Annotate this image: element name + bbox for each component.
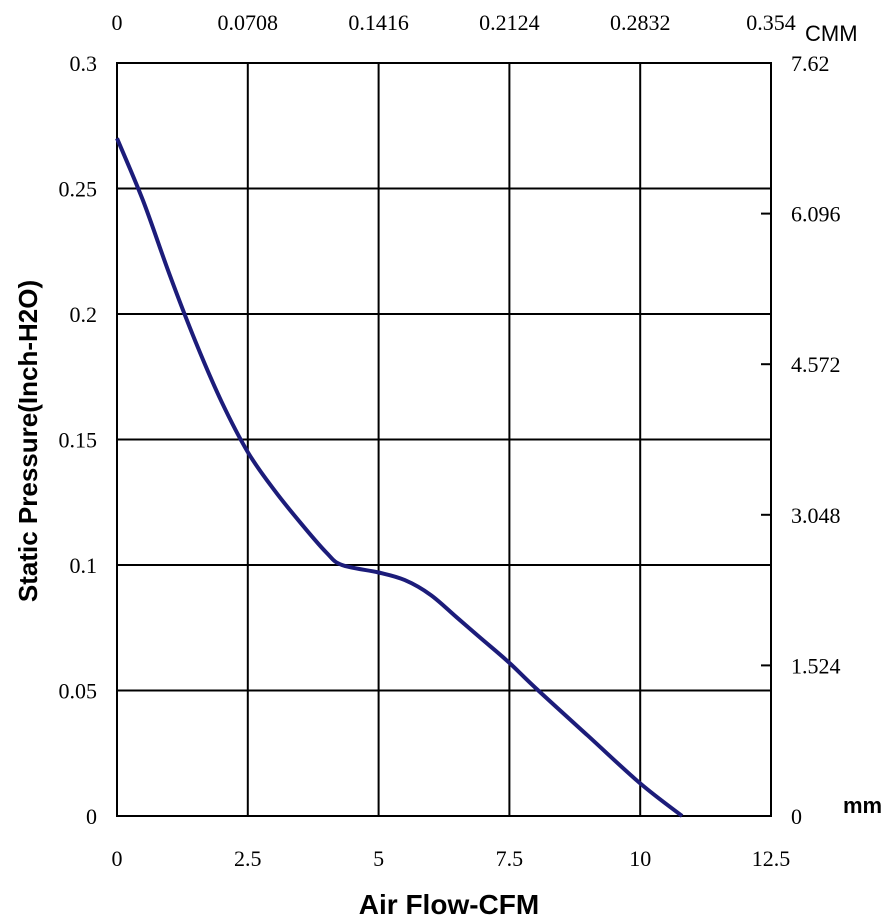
grid-lines bbox=[116, 62, 772, 817]
y-tick-label: 0 bbox=[86, 804, 97, 829]
y-tick-label: 0.05 bbox=[59, 679, 98, 704]
y-axis-title: Static Pressure(Inch-H2O) bbox=[13, 280, 43, 602]
y-tick-label: 0.1 bbox=[70, 553, 98, 578]
x2-tick-label: 0.2124 bbox=[479, 10, 540, 35]
x2-tick-label: 0.354 bbox=[746, 10, 796, 35]
y2-axis-title: mm bbox=[843, 793, 882, 818]
x2-axis-title: CMM bbox=[805, 21, 858, 46]
series-layer bbox=[115, 137, 684, 818]
x-tick-label: 5 bbox=[373, 846, 384, 871]
y2-tick-label: 4.572 bbox=[791, 352, 841, 377]
x2-tick-label: 0.1416 bbox=[348, 10, 409, 35]
x-tick-label: 2.5 bbox=[234, 846, 262, 871]
x-tick-label: 0 bbox=[112, 846, 123, 871]
y2-tick-label: 0 bbox=[791, 804, 802, 829]
y2-tick-label: 6.096 bbox=[791, 202, 841, 227]
x-axis-title: Air Flow-CFM bbox=[359, 889, 539, 920]
y-tick-label: 0.15 bbox=[59, 428, 98, 453]
x-tick-label: 10 bbox=[629, 846, 651, 871]
pq-curve-line bbox=[115, 137, 684, 818]
y2-tick-label: 7.62 bbox=[791, 51, 830, 76]
y2-tick-label: 3.048 bbox=[791, 503, 841, 528]
y2-tick-label: 1.524 bbox=[791, 653, 841, 678]
x2-tick-label: 0.0708 bbox=[218, 10, 279, 35]
y-tick-label: 0.25 bbox=[59, 177, 98, 202]
x-tick-label: 7.5 bbox=[496, 846, 524, 871]
x-tick-label: 12.5 bbox=[752, 846, 791, 871]
y-tick-label: 0.2 bbox=[70, 302, 98, 327]
x2-tick-label: 0.2832 bbox=[610, 10, 671, 35]
plot-border bbox=[116, 62, 772, 817]
y-tick-label: 0.3 bbox=[70, 51, 98, 76]
x2-tick-label: 0 bbox=[112, 10, 123, 35]
tick-labels: 0 2.5 5 7.5 10 12.50 0.0708 0.1416 0.2124 0.2832 0… bbox=[59, 10, 841, 871]
